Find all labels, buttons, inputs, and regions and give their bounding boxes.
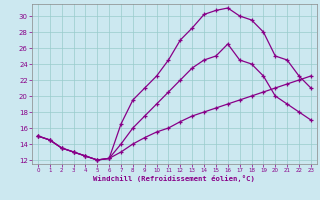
X-axis label: Windchill (Refroidissement éolien,°C): Windchill (Refroidissement éolien,°C)	[93, 175, 255, 182]
